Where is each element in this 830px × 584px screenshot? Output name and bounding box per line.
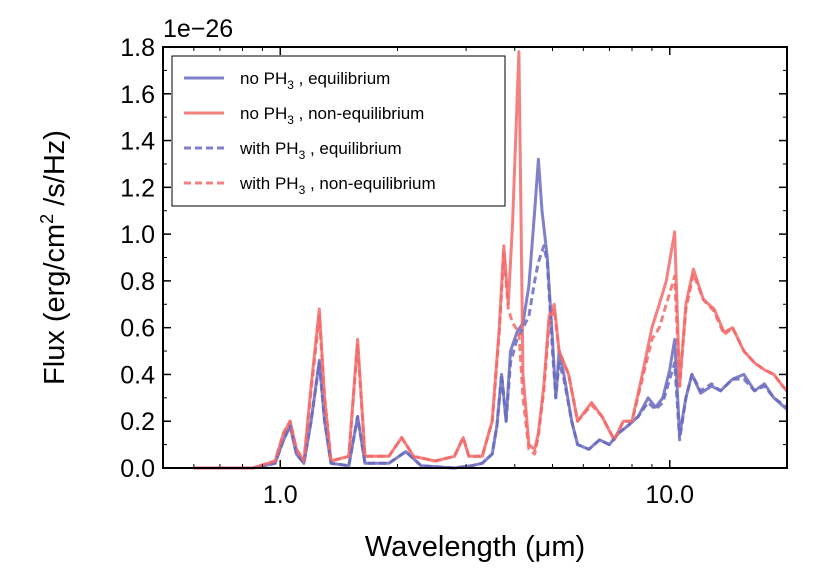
legend-label-prefix: with PH bbox=[239, 174, 299, 193]
legend-label-1: no PH3 , equilibrium bbox=[240, 69, 390, 92]
legend-label-subscript: 3 bbox=[299, 148, 306, 162]
y-tick-label: 0.2 bbox=[120, 408, 155, 436]
x-tick-label: 1.0 bbox=[263, 481, 298, 509]
legend-label-prefix: with PH bbox=[239, 139, 299, 158]
legend-label-suffix: , non-equilibrium bbox=[305, 174, 435, 193]
legend-label-subscript: 3 bbox=[287, 78, 294, 92]
series-layer bbox=[193, 50, 789, 470]
y-tick-label: 0.6 bbox=[120, 315, 155, 343]
y-offset-text: 1e−26 bbox=[163, 15, 233, 43]
y-tick-label: 1.8 bbox=[120, 34, 155, 62]
legend-label-prefix: no PH bbox=[240, 104, 287, 123]
legend-label-subscript: 3 bbox=[287, 113, 294, 127]
y-tick-label: 0.0 bbox=[120, 455, 155, 483]
legend-label-subscript: 3 bbox=[299, 183, 306, 197]
y-tick-label: 0.8 bbox=[120, 268, 155, 296]
legend-label-suffix: , equilibrium bbox=[294, 69, 390, 88]
legend-box bbox=[171, 55, 506, 207]
y-axis-label: Flux (erg/cm2 /s/Hz) bbox=[37, 130, 71, 385]
legend-label-3: with PH3 , equilibrium bbox=[239, 139, 402, 162]
y-axis-label-tail: /s/Hz) bbox=[39, 130, 71, 214]
y-tick-label: 1.0 bbox=[120, 221, 155, 249]
y-axis-label-superscript: 2 bbox=[37, 214, 57, 224]
x-tick-label: 10.0 bbox=[645, 481, 694, 509]
series-line-3 bbox=[193, 244, 788, 470]
legend-label-2: no PH3 , non-equilibrium bbox=[240, 104, 424, 127]
y-tick-label: 1.6 bbox=[120, 81, 155, 109]
legend-label-prefix: no PH bbox=[240, 69, 287, 88]
y-axis-label-main: Flux (erg/cm bbox=[39, 224, 71, 385]
legend-label-4: with PH3 , non-equilibrium bbox=[239, 174, 436, 197]
y-tick-label: 0.4 bbox=[120, 361, 155, 389]
x-axis-label: Wavelength (μm) bbox=[365, 531, 585, 563]
y-tick-label: 1.2 bbox=[120, 174, 155, 202]
tick-layer: 0.0 0.2 0.4 0.6 0.8 1.0 1.2 1.4 1.6 1.8 1.0 10.0 bbox=[120, 34, 787, 509]
series-line-4 bbox=[193, 251, 789, 470]
y-tick-label: 1.4 bbox=[120, 128, 155, 156]
legend-label-suffix: , non-equilibrium bbox=[294, 104, 424, 123]
legend-label-suffix: , equilibrium bbox=[305, 139, 401, 158]
